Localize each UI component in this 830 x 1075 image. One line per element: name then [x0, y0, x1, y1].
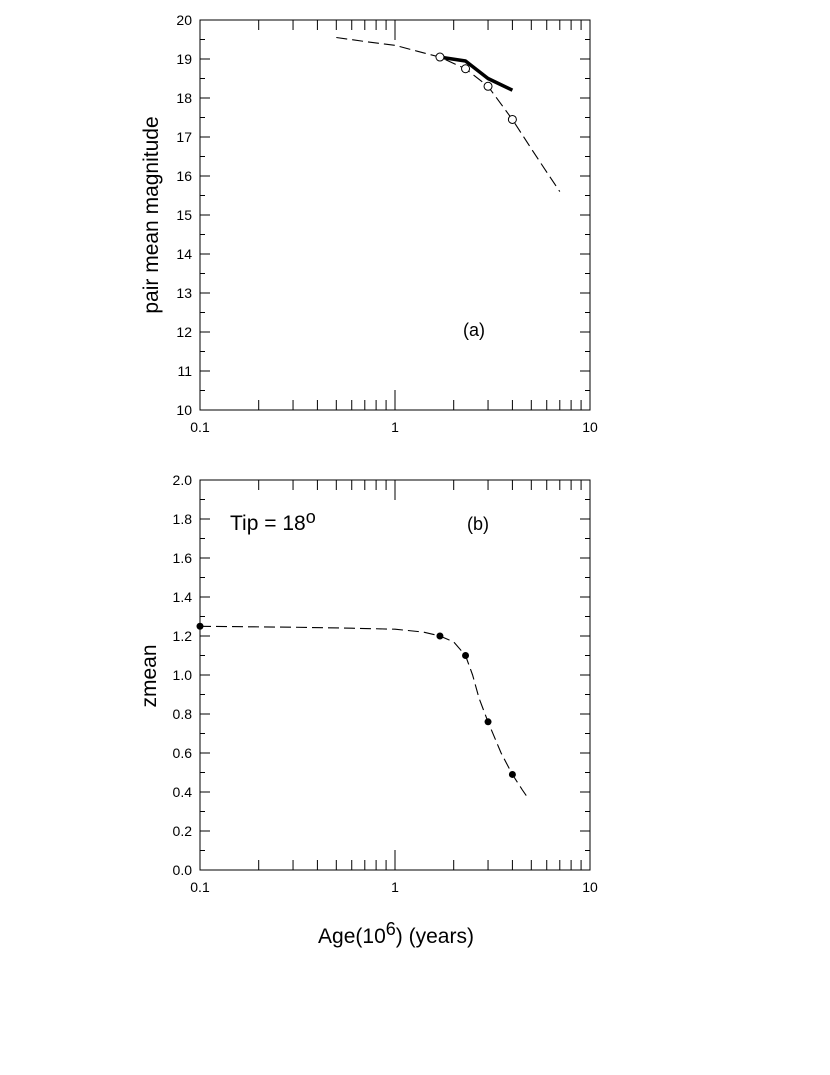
panel-b-ticks — [200, 480, 590, 870]
panel-b-frame — [199, 479, 591, 871]
y-tick-label: 2.0 — [173, 472, 193, 488]
y-tick-label: 13 — [176, 285, 192, 301]
x-tick-label: 10 — [582, 419, 598, 435]
panel-a: 0.1 1 10 10 11 12 13 14 15 16 17 18 19 20 (a) pair me… — [140, 12, 598, 435]
panel-b: 0.1 1 100.00.20.40.60.81.01.21.41.61.82.0 … — [138, 472, 598, 948]
panel-b-label: (b) — [467, 514, 489, 534]
series-a-dashed-line — [336, 36, 561, 192]
data-point-filled — [462, 652, 470, 659]
data-point-filled — [484, 718, 492, 726]
y-tick-label: 1.8 — [173, 511, 193, 527]
panel-a-frame — [199, 19, 591, 411]
y-tick-label: 14 — [176, 246, 192, 262]
annotation-main: Tip = 18 — [230, 512, 306, 535]
y-tick-label: 1.0 — [173, 667, 193, 683]
panel-b-annotation: Tip = 18o — [230, 507, 316, 535]
panel-b-tick-labels: 0.1 1 10 0.0 0.2 0.4 0.6 0.8 1.0 1.2 1.4 1.6 1.8 2.0 — [173, 472, 598, 895]
x-tick-label: 0.1 — [190, 419, 210, 435]
panel-b-series — [196, 622, 529, 799]
y-tick-label: 0.0 — [173, 862, 193, 878]
panel-b-y-axis-label: zmean — [138, 644, 161, 707]
x-tick-label: 1 — [391, 419, 399, 435]
data-point-filled — [436, 632, 444, 640]
x-tick-label: 0.1 — [190, 879, 210, 895]
y-label-sub: mean — [138, 644, 161, 697]
panel-a-series — [336, 36, 561, 192]
annotation-degree: o — [306, 507, 316, 527]
y-tick-label: 0.2 — [173, 823, 193, 839]
x-label-rest: ) (years) — [396, 925, 474, 948]
y-tick-label: 1.6 — [173, 550, 193, 566]
y-tick-label: 16 — [176, 168, 192, 184]
y-tick-label: 1.2 — [173, 628, 193, 644]
panel-a-y-axis-label: pair mean magnitude — [140, 116, 163, 313]
panel-a-tick-labels: 0.1 1 10 10 11 12 13 14 15 16 17 18 19 20 — [176, 12, 598, 435]
y-tick-label: 0.8 — [173, 706, 193, 722]
x-tick-label: 1 — [391, 879, 399, 895]
data-point-open — [435, 52, 445, 62]
panel-a-label: (a) — [463, 320, 485, 340]
y-label-main: z — [138, 697, 161, 708]
data-point-open — [461, 64, 471, 74]
panel-a-ticks — [200, 20, 590, 410]
data-point-filled — [196, 622, 204, 630]
y-tick-label: 19 — [176, 51, 192, 67]
x-axis-label: Age(106) (years) — [318, 919, 474, 948]
y-tick-label: 10 — [176, 402, 192, 418]
y-tick-label: 0.6 — [173, 745, 193, 761]
y-tick-label: 12 — [176, 324, 192, 340]
y-tick-label: 0.4 — [173, 784, 193, 800]
data-point-filled — [508, 770, 516, 778]
y-tick-label: 1.4 — [173, 589, 193, 605]
x-label-main: Age(10 — [318, 925, 386, 948]
y-tick-label: 11 — [177, 363, 192, 379]
data-point-open — [507, 114, 517, 124]
series-a-thick-line — [439, 55, 514, 92]
series-b-dashed-line — [199, 625, 529, 799]
y-tick-label: 18 — [176, 90, 192, 106]
data-point-open — [483, 81, 493, 91]
x-label-exponent: 6 — [386, 919, 396, 939]
y-tick-label: 17 — [176, 129, 192, 145]
y-tick-label: 15 — [176, 207, 192, 223]
y-tick-label: 20 — [176, 12, 192, 28]
x-tick-label: 10 — [582, 879, 598, 895]
